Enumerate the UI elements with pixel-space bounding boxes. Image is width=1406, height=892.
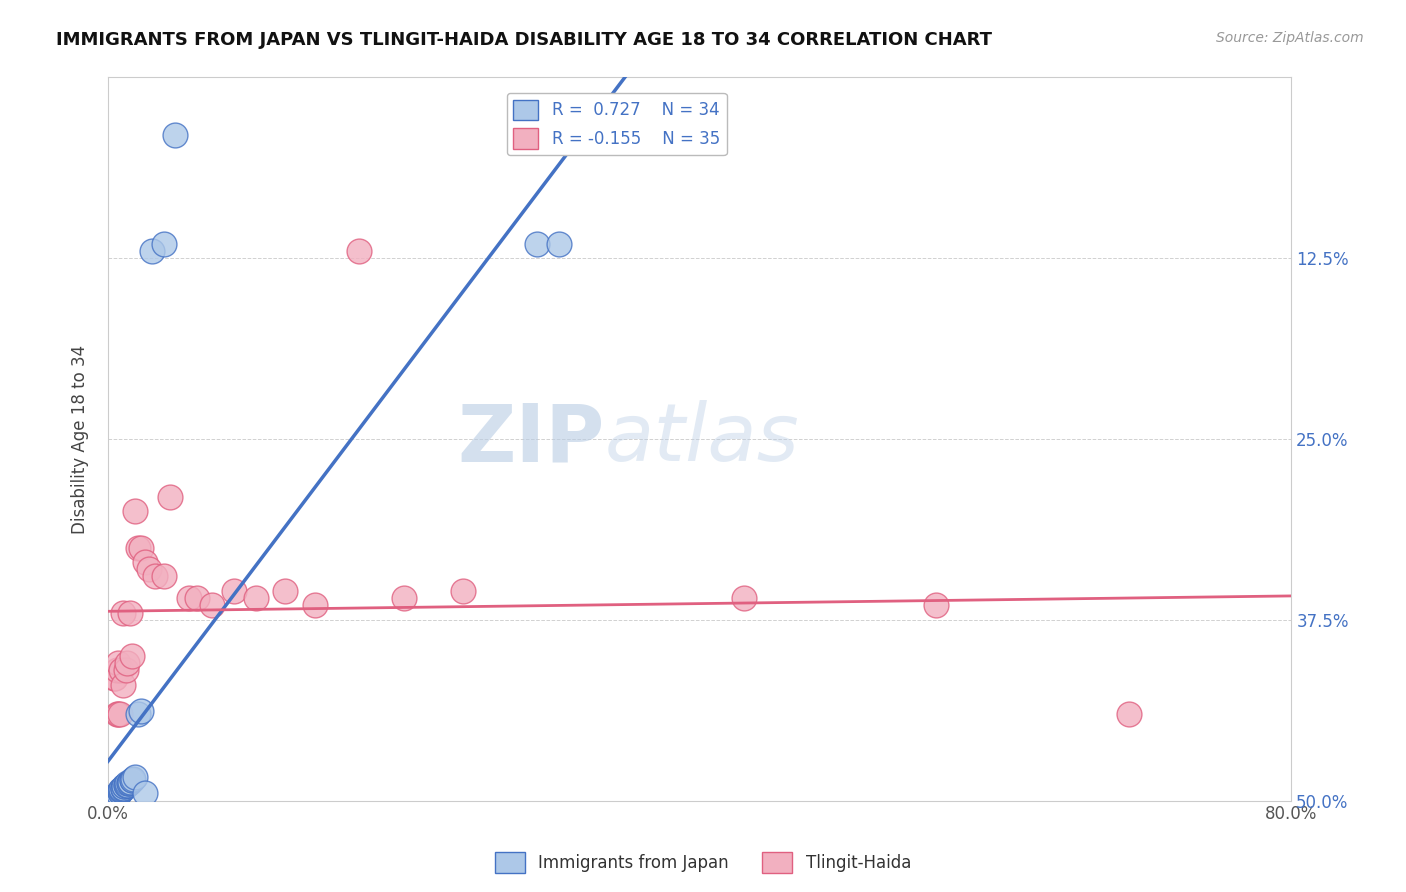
Point xyxy=(114,664,136,678)
Point xyxy=(108,785,131,799)
Point xyxy=(127,706,149,721)
Point xyxy=(121,648,143,663)
Point xyxy=(111,780,134,795)
Point xyxy=(200,599,222,613)
Point xyxy=(120,774,142,789)
Text: Source: ZipAtlas.com: Source: ZipAtlas.com xyxy=(1216,31,1364,45)
Point xyxy=(186,591,208,606)
Point xyxy=(108,706,131,721)
Point xyxy=(124,504,146,518)
Point xyxy=(179,591,201,606)
Text: ZIP: ZIP xyxy=(458,400,605,478)
Point xyxy=(143,569,166,583)
Point xyxy=(141,244,163,258)
Point xyxy=(107,786,129,800)
Y-axis label: Disability Age 18 to 34: Disability Age 18 to 34 xyxy=(72,344,89,533)
Point xyxy=(115,657,138,671)
Point xyxy=(451,583,474,598)
Point xyxy=(104,671,127,685)
Point xyxy=(138,562,160,576)
Point xyxy=(111,678,134,692)
Text: atlas: atlas xyxy=(605,400,800,478)
Point xyxy=(159,490,181,504)
Point xyxy=(129,704,152,718)
Point xyxy=(1118,706,1140,721)
Point xyxy=(163,128,186,143)
Point xyxy=(107,657,129,671)
Point xyxy=(121,773,143,788)
Point xyxy=(304,599,326,613)
Point xyxy=(103,671,125,685)
Point xyxy=(104,790,127,805)
Point xyxy=(733,591,755,606)
Point xyxy=(118,776,141,790)
Point xyxy=(120,606,142,620)
Point xyxy=(105,706,128,721)
Point xyxy=(111,782,134,797)
Point xyxy=(110,782,132,797)
Point xyxy=(124,771,146,785)
Point xyxy=(110,664,132,678)
Point xyxy=(112,779,135,793)
Point xyxy=(118,776,141,790)
Point xyxy=(114,778,136,792)
Point xyxy=(122,772,145,786)
Point xyxy=(115,778,138,792)
Point xyxy=(120,774,142,789)
Point xyxy=(108,783,131,797)
Legend: Immigrants from Japan, Tlingit-Haida: Immigrants from Japan, Tlingit-Haida xyxy=(488,846,918,880)
Point xyxy=(114,778,136,792)
Point xyxy=(104,789,127,804)
Point xyxy=(115,776,138,790)
Point xyxy=(392,591,415,606)
Point xyxy=(111,606,134,620)
Point xyxy=(105,664,128,678)
Point xyxy=(274,583,297,598)
Point xyxy=(112,779,135,793)
Point xyxy=(153,569,176,583)
Text: IMMIGRANTS FROM JAPAN VS TLINGIT-HAIDA DISABILITY AGE 18 TO 34 CORRELATION CHART: IMMIGRANTS FROM JAPAN VS TLINGIT-HAIDA D… xyxy=(56,31,993,49)
Point xyxy=(548,236,571,251)
Point xyxy=(245,591,267,606)
Point xyxy=(134,555,156,569)
Point xyxy=(107,706,129,721)
Point xyxy=(134,786,156,800)
Point xyxy=(110,783,132,797)
Legend: R =  0.727    N = 34, R = -0.155    N = 35: R = 0.727 N = 34, R = -0.155 N = 35 xyxy=(506,93,727,155)
Point xyxy=(153,236,176,251)
Point xyxy=(349,244,371,258)
Point xyxy=(129,541,152,555)
Point xyxy=(111,780,134,795)
Point xyxy=(107,788,129,802)
Point xyxy=(127,541,149,555)
Point xyxy=(222,583,245,598)
Point xyxy=(925,599,948,613)
Point xyxy=(526,236,548,251)
Point xyxy=(121,773,143,788)
Point xyxy=(108,785,131,799)
